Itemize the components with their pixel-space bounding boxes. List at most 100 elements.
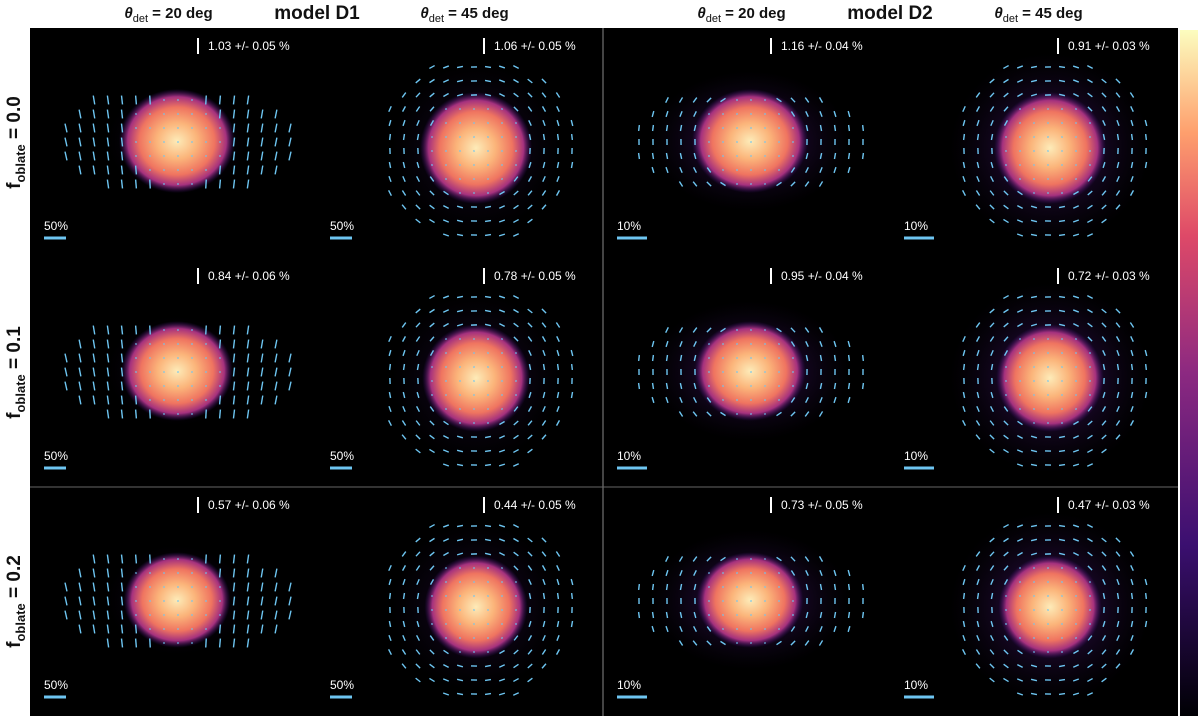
polarization-vector <box>1089 394 1091 396</box>
polarization-vector <box>513 176 519 182</box>
polarization-vector <box>1130 620 1134 628</box>
polarization-vector <box>790 626 796 632</box>
polarization-vector <box>976 620 980 628</box>
polarization-vector <box>1072 93 1080 97</box>
polarization-vector <box>402 175 406 183</box>
polarization-vector <box>679 625 683 633</box>
polarization-vector <box>246 123 250 133</box>
polarization-vector <box>541 322 547 328</box>
polarization-vector <box>218 554 222 564</box>
polarization-vector <box>106 325 110 335</box>
polarization-vector <box>556 363 560 371</box>
polarization-vector <box>542 634 546 642</box>
polarization-vector <box>232 367 236 377</box>
polarization-vector <box>274 339 278 349</box>
polarization-vector <box>513 448 519 454</box>
polarization-vector <box>429 434 435 440</box>
polarization-vector <box>134 624 138 634</box>
polarization-vector <box>1061 352 1063 354</box>
polarization-vector <box>442 79 450 83</box>
polarization-vector <box>458 365 462 369</box>
polarization-vector <box>1115 92 1121 98</box>
polarization-vector <box>499 649 505 655</box>
label: = 20 deg <box>148 5 213 22</box>
polarization-vector <box>1017 322 1023 328</box>
polarization-vector <box>246 610 250 620</box>
polarization-vector <box>555 92 561 98</box>
polarization-vector <box>570 119 574 127</box>
polarization-vector <box>205 638 207 648</box>
polarization-vector <box>819 382 823 390</box>
polarization-vector <box>1003 294 1009 300</box>
polarization-vector <box>442 295 450 299</box>
polarization-vector <box>1003 635 1009 641</box>
polarization-vector <box>415 190 421 196</box>
polarization-vector <box>861 583 865 591</box>
polarization-vector <box>515 121 517 125</box>
polarization-vector <box>679 124 683 132</box>
polarization-vector <box>1074 636 1078 640</box>
polarization-vector <box>570 391 574 399</box>
polarization-vector <box>1003 218 1009 224</box>
polarization-vector <box>260 137 264 147</box>
polarization-vector <box>1033 637 1035 639</box>
polarization-vector <box>92 610 96 620</box>
polarization-vector <box>861 354 865 362</box>
polarization-vector <box>274 582 278 592</box>
polarization-vector <box>1130 161 1134 169</box>
polarization-vector <box>989 406 995 412</box>
scale-label: 50% <box>44 449 68 463</box>
subscript: oblate <box>13 374 28 412</box>
polarization-vector <box>443 190 449 196</box>
polarization-vector <box>1016 295 1024 299</box>
polarization-vector <box>692 556 698 562</box>
polarization-vector <box>990 592 994 600</box>
polarization-vector <box>260 596 264 606</box>
polarization-vector <box>444 636 448 640</box>
polarization-vector <box>205 554 207 564</box>
polarization-vector <box>246 339 250 349</box>
polarization-vector <box>1019 595 1021 597</box>
polarization-vector <box>651 166 655 174</box>
polarization-vector <box>847 569 851 577</box>
polarization-vector <box>246 554 250 564</box>
polarization-vector <box>665 166 669 174</box>
polarization-vector <box>1072 309 1080 313</box>
polarization-vector <box>415 176 421 182</box>
polarization-vector <box>1086 463 1094 467</box>
colorbar <box>1180 30 1198 716</box>
polarization-vector <box>120 95 124 105</box>
polarization-vector <box>1017 551 1023 557</box>
polarization-vector <box>1130 363 1134 371</box>
model-title: model D1 <box>274 3 360 24</box>
polarization-vector <box>429 350 435 356</box>
polarization-vector <box>804 556 810 562</box>
polarization-vector <box>720 327 726 333</box>
polarization-vector <box>1032 135 1036 139</box>
polarization-vector <box>232 395 236 405</box>
polarization-vector <box>1102 363 1106 371</box>
polarization-vector <box>570 349 574 357</box>
polarization-vector <box>456 233 464 237</box>
polarization-vector <box>515 580 517 584</box>
polarization-vector <box>64 123 68 133</box>
polarization-vector <box>415 537 421 543</box>
polarization-vector <box>429 551 435 557</box>
polarization-vector <box>1016 524 1024 528</box>
polarization-vector <box>1018 121 1022 125</box>
polarization-vector <box>692 411 698 417</box>
polarization-vector <box>416 349 420 357</box>
polarization-vector <box>1019 623 1021 625</box>
polarization-vector <box>401 336 407 342</box>
polarization-vector <box>527 308 533 314</box>
polarization-vector <box>1075 136 1077 138</box>
polarization-vector <box>833 152 837 160</box>
polarization-vector <box>1087 406 1093 412</box>
polarization-vector <box>1116 620 1120 628</box>
polarization-vector <box>106 95 110 105</box>
polarization-vector <box>1072 295 1080 299</box>
polarization-vector <box>416 592 420 600</box>
polarization-vector <box>805 397 809 403</box>
symbol: θ <box>994 5 1003 22</box>
polarization-vector <box>120 568 124 578</box>
